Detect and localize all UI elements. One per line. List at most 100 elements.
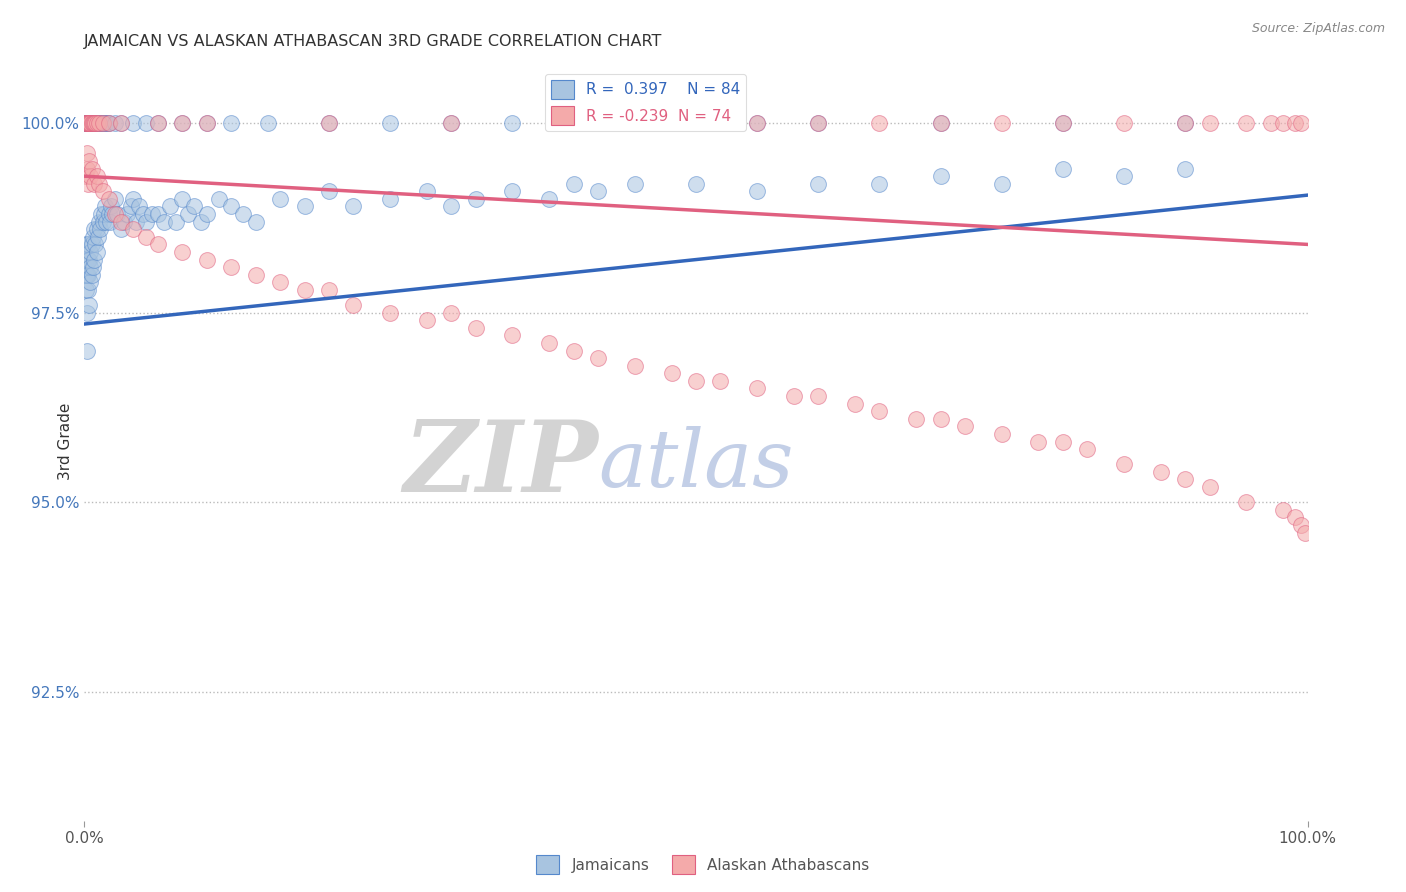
Point [380, 192, 402, 206]
Point [905, 412, 928, 426]
Point [1272, 116, 1295, 130]
Point [98, 215, 121, 229]
Point [79, 169, 101, 184]
Point [586, 351, 609, 366]
Point [195, 116, 218, 130]
Point [76, 116, 98, 130]
Point [75, 116, 97, 130]
Point [991, 427, 1014, 442]
Point [80, 268, 103, 282]
Point [96, 116, 118, 130]
Y-axis label: 3rd Grade: 3rd Grade [58, 403, 73, 480]
Point [80, 237, 103, 252]
Point [79, 260, 101, 275]
Point [87, 177, 110, 191]
Point [77, 116, 100, 130]
Text: Source: ZipAtlas.com: Source: ZipAtlas.com [1251, 22, 1385, 36]
Point [91, 215, 114, 229]
Point [125, 215, 148, 229]
Point [82, 116, 104, 130]
Point [77, 252, 100, 267]
Point [953, 419, 976, 434]
Point [929, 169, 952, 184]
Point [1114, 458, 1136, 472]
Point [269, 276, 291, 290]
Point [747, 116, 769, 130]
Point [342, 200, 364, 214]
Point [146, 207, 169, 221]
Point [1174, 161, 1197, 176]
Point [91, 116, 114, 130]
Point [112, 215, 135, 229]
Point [110, 222, 132, 236]
Point [1236, 116, 1258, 130]
Point [807, 116, 830, 130]
Point [77, 116, 100, 130]
Point [120, 200, 142, 214]
Point [709, 374, 731, 388]
Point [1052, 434, 1074, 449]
Point [82, 116, 104, 130]
Point [83, 222, 105, 236]
Point [1284, 116, 1306, 130]
Point [80, 161, 103, 176]
Point [75, 116, 97, 130]
Point [105, 207, 128, 221]
Point [1272, 503, 1295, 517]
Point [97, 116, 120, 130]
Point [104, 116, 127, 130]
Point [869, 177, 891, 191]
Point [77, 116, 100, 130]
Point [153, 215, 176, 229]
Point [1174, 116, 1197, 130]
Point [79, 116, 101, 130]
Point [807, 389, 830, 403]
Point [110, 116, 132, 130]
Point [76, 343, 98, 358]
Point [77, 298, 100, 312]
Point [104, 192, 127, 206]
Point [87, 116, 110, 130]
Point [685, 177, 707, 191]
Point [75, 268, 97, 282]
Point [76, 306, 98, 320]
Point [562, 343, 585, 358]
Point [146, 116, 169, 130]
Point [586, 185, 609, 199]
Point [82, 260, 104, 275]
Point [1260, 116, 1282, 130]
Point [75, 116, 97, 130]
Point [86, 222, 108, 236]
Point [75, 116, 97, 130]
Point [97, 192, 120, 206]
Point [685, 116, 707, 130]
Point [75, 252, 97, 267]
Point [90, 116, 112, 130]
Point [84, 116, 107, 130]
Point [122, 222, 145, 236]
Point [172, 116, 194, 130]
Point [685, 374, 707, 388]
Point [87, 116, 110, 130]
Point [84, 237, 107, 252]
Point [165, 215, 187, 229]
Point [77, 116, 100, 130]
Point [416, 185, 439, 199]
Text: ZIP: ZIP [404, 416, 598, 513]
Point [747, 116, 769, 130]
Point [783, 389, 806, 403]
Point [122, 116, 145, 130]
Point [77, 116, 100, 130]
Point [91, 116, 114, 130]
Point [190, 215, 212, 229]
Text: atlas: atlas [598, 425, 793, 503]
Point [342, 298, 364, 312]
Point [318, 116, 340, 130]
Legend: R =  0.397    N = 84, R = -0.239  N = 74: R = 0.397 N = 84, R = -0.239 N = 74 [544, 74, 747, 131]
Point [79, 245, 101, 260]
Point [440, 116, 463, 130]
Point [77, 116, 100, 130]
Point [562, 116, 585, 130]
Point [502, 116, 524, 130]
Point [416, 313, 439, 327]
